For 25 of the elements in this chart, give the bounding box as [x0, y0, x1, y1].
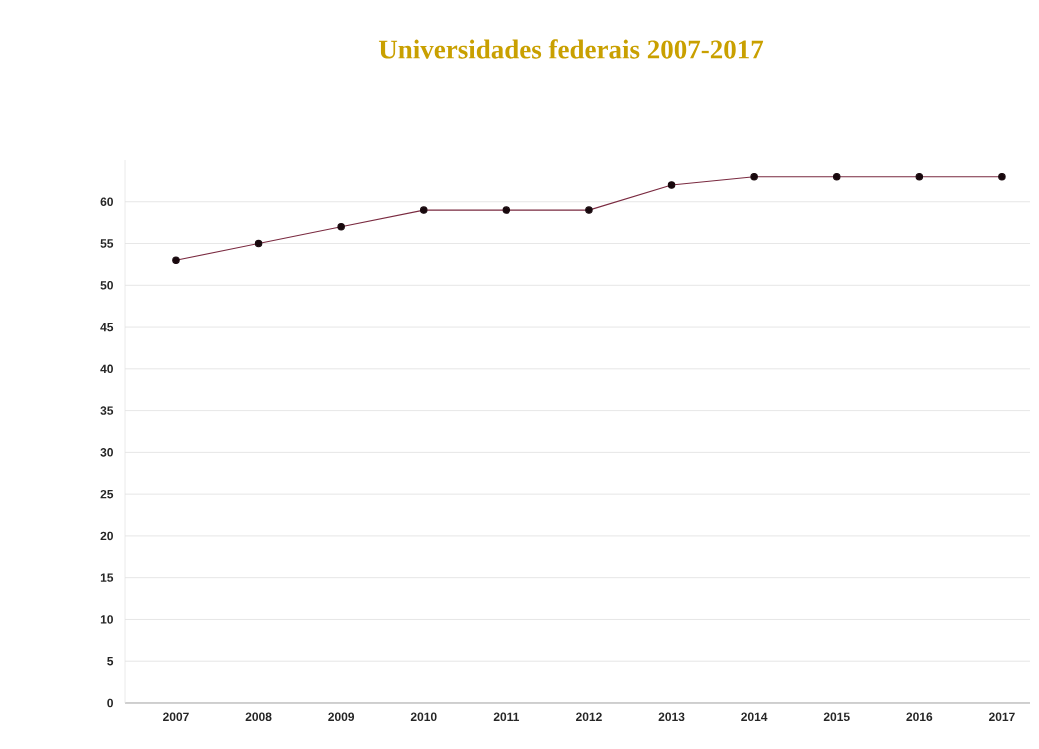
y-tick-label: 20 — [100, 531, 113, 541]
x-tick-label: 2017 — [989, 712, 1015, 722]
y-tick-label: 40 — [100, 364, 113, 374]
x-tick-label: 2011 — [493, 712, 520, 722]
y-tick-label: 50 — [100, 281, 113, 290]
y-tick-label: 10 — [100, 615, 113, 624]
x-tick-label: 2014 — [741, 712, 768, 722]
chart-title: Universidades federais 2007-2017 — [378, 39, 764, 59]
x-tick-label: 2012 — [576, 712, 602, 722]
x-tick-label: 2009 — [328, 712, 355, 722]
y-tick-label: 15 — [100, 573, 114, 582]
y-tick-label: 0 — [107, 698, 113, 708]
y-tick-label: 5 — [107, 657, 114, 666]
y-tick-label: 45 — [100, 322, 114, 332]
x-tick-label: 2007 — [163, 712, 189, 722]
x-tick-label: 2010 — [410, 712, 437, 722]
x-tick-label: 2016 — [906, 712, 933, 722]
x-tick-label: 2015 — [823, 712, 850, 722]
y-tick-label: 30 — [100, 448, 113, 457]
y-tick-label: 25 — [100, 489, 114, 499]
x-tick-label: 2008 — [245, 712, 272, 722]
x-tick-label: 2013 — [658, 712, 685, 722]
y-tick-label: 55 — [100, 239, 114, 248]
y-tick-label: 60 — [100, 197, 113, 206]
y-tick-label: 35 — [100, 406, 114, 415]
